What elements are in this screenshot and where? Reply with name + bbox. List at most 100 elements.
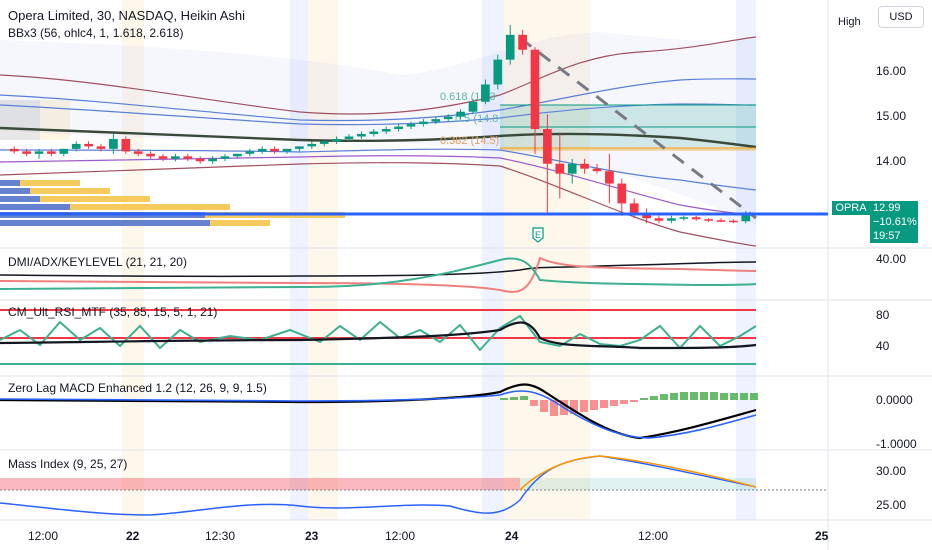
session-band-2 xyxy=(308,0,338,520)
session-band-3 xyxy=(482,0,504,520)
candle-body xyxy=(431,119,441,122)
candle-body xyxy=(419,121,428,125)
time-tick-4: 12:00 xyxy=(385,529,415,543)
candle-body xyxy=(505,34,515,60)
candle-body xyxy=(543,129,552,164)
price-axis[interactable]: 16.00 15.00 14.00 xyxy=(876,64,906,168)
candle-body xyxy=(295,146,304,149)
rsi-tick-80: 80 xyxy=(876,308,890,322)
candle-body xyxy=(195,158,205,162)
candle-body xyxy=(592,168,602,172)
time-axis[interactable]: 12:00 22 12:30 23 12:00 24 12:00 25 xyxy=(28,529,829,543)
macd-hist-bar xyxy=(700,392,708,400)
candle-body xyxy=(257,148,267,152)
candle-body xyxy=(654,218,664,221)
candle-body xyxy=(282,148,292,152)
candle-body xyxy=(34,151,44,154)
candle-body xyxy=(456,111,465,117)
candle-body xyxy=(481,84,490,102)
macd-hist-bar xyxy=(600,400,608,408)
candle-body xyxy=(220,156,230,159)
last-price-change: −10.61% xyxy=(873,216,917,228)
time-tick-7: 25 xyxy=(815,529,829,543)
candle-body xyxy=(71,143,81,149)
rsi-tick-40: 40 xyxy=(876,339,890,353)
candle-body xyxy=(406,124,416,127)
macd-hist-bar xyxy=(630,400,638,402)
macd-hist-bar xyxy=(710,392,718,400)
rsi-pane: 80 40 xyxy=(0,308,890,365)
macd-hist-bar xyxy=(580,400,588,412)
macd-hist-bar xyxy=(550,400,558,416)
candle-body xyxy=(332,138,341,142)
candle-body xyxy=(146,153,155,157)
macd-hist-bar xyxy=(610,400,618,406)
macd-hist-bar xyxy=(530,400,538,406)
candle-body xyxy=(381,129,391,132)
candle-body xyxy=(493,59,503,85)
candle-body xyxy=(530,49,540,130)
candle-body xyxy=(121,138,131,152)
candle-body xyxy=(691,217,701,220)
candle-body xyxy=(307,143,317,147)
time-tick-3: 23 xyxy=(305,529,319,543)
candle-body xyxy=(443,116,453,120)
candle-body xyxy=(716,220,726,222)
candle-body xyxy=(158,156,168,159)
last-price-value: 12.99 xyxy=(873,202,901,214)
countdown: 19:57 xyxy=(873,230,901,242)
fib-label-5: 0.5 (14.8 xyxy=(455,113,498,125)
svg-text:E: E xyxy=(535,230,541,240)
candle-body xyxy=(605,171,614,184)
mass-pane: 30.00 25.00 xyxy=(0,455,906,516)
macd-hist-bar xyxy=(660,394,668,400)
indicator-bbx3: BBx3 (56, ohlc4, 1, 1.618, 2.618) xyxy=(8,26,183,40)
candle-body xyxy=(741,213,751,222)
macd-hist-bar xyxy=(510,397,518,400)
session-band-1 xyxy=(290,0,308,520)
candle-body xyxy=(369,131,379,134)
bollinger-lines xyxy=(0,36,757,247)
candle-body xyxy=(233,153,242,157)
candle-body xyxy=(617,183,627,204)
candle-body xyxy=(84,143,93,147)
candle-body xyxy=(580,163,589,169)
dmi-pane: 40.00 xyxy=(0,252,906,293)
candle-body xyxy=(679,217,689,219)
trend-line[interactable] xyxy=(519,36,757,220)
chart-title: Opera Limited, 30, NASDAQ, Heikin Ashi xyxy=(8,8,245,23)
candle-body xyxy=(109,138,118,149)
macd-hist-bar xyxy=(670,393,678,400)
mass-tick-30: 30.00 xyxy=(876,464,906,478)
earnings-marker[interactable]: E xyxy=(532,227,544,243)
macd-pane: 0.0000 -1.0000 xyxy=(0,383,917,451)
indicator-macd: Zero Lag MACD Enhanced 1.2 (12, 26, 9, 9… xyxy=(8,381,267,395)
candle-body xyxy=(171,156,180,159)
symbol-badge: OPRA xyxy=(832,201,870,215)
candles xyxy=(9,24,751,224)
candle-body xyxy=(357,134,366,137)
candle-body xyxy=(183,156,193,159)
macd-hist-bar xyxy=(650,396,658,400)
candle-body xyxy=(245,151,255,154)
session-band-5 xyxy=(736,0,756,520)
fib-label-382: 0.382 (14.5) xyxy=(440,135,499,147)
candle-body xyxy=(468,101,478,112)
time-tick-5: 24 xyxy=(505,529,519,543)
macd-hist-bar xyxy=(690,392,698,400)
macd-hist-bar xyxy=(740,393,748,400)
dmi-tick-40: 40.00 xyxy=(876,252,906,266)
macd-hist-bar xyxy=(570,400,578,414)
price-tick-16: 16.00 xyxy=(876,64,906,78)
candle-body xyxy=(704,219,713,221)
macd-hist-bar xyxy=(640,398,648,400)
indicator-dmi: DMI/ADX/KEYLEVEL (21, 21, 20) xyxy=(8,255,187,269)
macd-hist-bar xyxy=(540,400,548,412)
high-label: High xyxy=(838,16,861,28)
time-tick-1: 22 xyxy=(126,529,140,543)
candle-body xyxy=(567,163,577,174)
currency-button[interactable]: USD xyxy=(878,6,924,28)
last-price-badge: 12.99 −10.61% 19:57 xyxy=(870,201,918,243)
